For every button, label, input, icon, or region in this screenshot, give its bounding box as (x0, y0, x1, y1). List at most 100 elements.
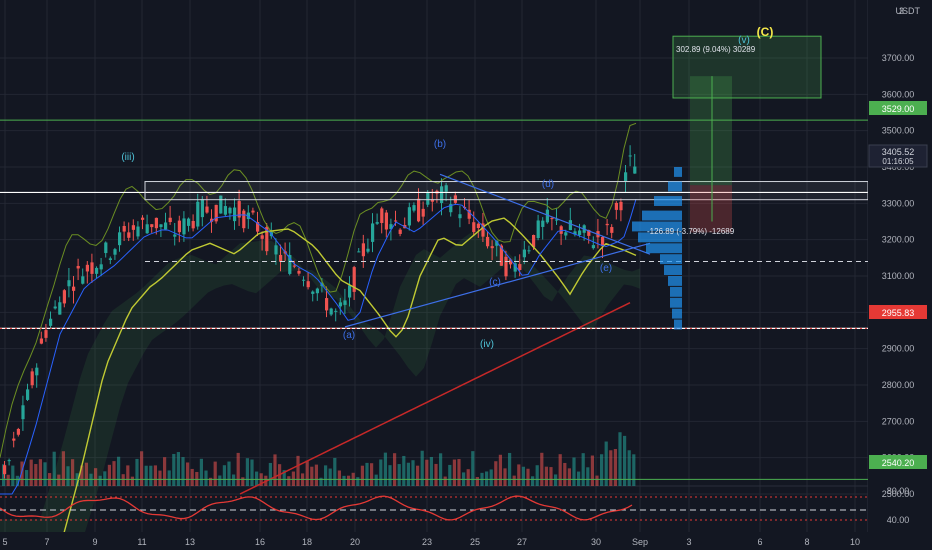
candle-body[interactable] (555, 219, 559, 221)
candle-body[interactable] (421, 208, 425, 217)
candle-body[interactable] (279, 254, 283, 262)
candle-body[interactable] (573, 231, 577, 235)
range-box[interactable] (144, 181, 869, 201)
candle-body[interactable] (12, 438, 16, 441)
target-box[interactable] (672, 35, 822, 99)
candle-body[interactable] (131, 225, 135, 230)
candle-body[interactable] (610, 227, 614, 233)
candle-body[interactable] (591, 245, 595, 249)
candle-body[interactable] (398, 229, 402, 234)
candle-body[interactable] (26, 389, 30, 400)
candle-body[interactable] (187, 218, 191, 226)
candle-body[interactable] (297, 270, 301, 274)
wave-labels[interactable]: (iii) (iv) (v) (C) (a) (b) (c) (d) (e) 3… (121, 25, 773, 350)
candle-body[interactable] (453, 195, 457, 203)
candle-body[interactable] (334, 310, 338, 312)
wave-iii-label[interactable]: (iii) (121, 152, 134, 163)
candle-body[interactable] (251, 210, 255, 213)
candle-body[interactable] (568, 220, 572, 231)
candle-body[interactable] (504, 256, 508, 277)
candle-body[interactable] (587, 230, 591, 236)
candle-body[interactable] (127, 232, 131, 238)
candle-body[interactable] (76, 265, 80, 269)
price-axis[interactable]: USDT 3 3700.003600.003500.003400.003300.… (868, 0, 932, 550)
candle-body[interactable] (430, 199, 434, 202)
candle-body[interactable] (150, 224, 154, 228)
candle-body[interactable] (472, 222, 476, 232)
candle-body[interactable] (476, 223, 480, 228)
time-axis[interactable]: 5 7 9 11 13 16 18 20 23 25 27 30 Sep 3 6 8 10 (0, 532, 868, 550)
projection-profit-zone[interactable] (690, 76, 732, 186)
projection-loss-zone[interactable] (690, 185, 732, 233)
candle-body[interactable] (154, 217, 158, 229)
candle-body[interactable] (509, 259, 513, 265)
candle-body[interactable] (578, 230, 582, 236)
candle-body[interactable] (490, 246, 494, 249)
candle-body[interactable] (628, 155, 632, 157)
candle-body[interactable] (559, 226, 563, 234)
candle-body[interactable] (536, 220, 540, 238)
candle-body[interactable] (541, 220, 545, 227)
candle-body[interactable] (614, 202, 618, 210)
candle-body[interactable] (361, 243, 365, 257)
candle-body[interactable] (95, 267, 99, 274)
candle-body[interactable] (518, 264, 522, 270)
candle-body[interactable] (389, 224, 393, 230)
candle-body[interactable] (343, 300, 347, 305)
candle-body[interactable] (412, 205, 416, 211)
candle-body[interactable] (467, 209, 471, 219)
candle-body[interactable] (81, 276, 85, 284)
candle-body[interactable] (371, 223, 375, 242)
wave-iv-label[interactable]: (iv) (480, 339, 494, 350)
candle-body[interactable] (233, 207, 237, 222)
candle-body[interactable] (108, 258, 112, 260)
candle-body[interactable] (210, 218, 214, 222)
candle-body[interactable] (380, 208, 384, 223)
candle-body[interactable] (513, 263, 517, 272)
candle-body[interactable] (223, 206, 227, 215)
candle-body[interactable] (605, 223, 609, 226)
candle-body[interactable] (30, 371, 34, 386)
candle-body[interactable] (113, 249, 117, 255)
candle-body[interactable] (481, 223, 485, 237)
candle-body[interactable] (440, 186, 444, 203)
triangle-upper-trendline[interactable] (439, 173, 651, 255)
candle-body[interactable] (449, 204, 453, 213)
candle-body[interactable] (228, 207, 232, 214)
candle-body[interactable] (527, 250, 531, 252)
drawing-overlays[interactable] (0, 35, 869, 550)
candle-body[interactable] (196, 201, 200, 227)
candle-body[interactable] (458, 214, 462, 219)
candle-body[interactable] (292, 265, 296, 267)
candle-body[interactable] (3, 465, 7, 475)
candle-body[interactable] (136, 226, 140, 237)
candle-body[interactable] (104, 242, 108, 254)
candle-body[interactable] (191, 220, 195, 229)
wave-c-label[interactable]: (c) (489, 277, 501, 288)
candle-body[interactable] (200, 199, 204, 218)
candle-body[interactable] (338, 302, 342, 307)
candle-body[interactable] (205, 206, 209, 213)
candle-body[interactable] (522, 249, 526, 258)
candle-body[interactable] (633, 166, 637, 174)
candle-body[interactable] (444, 185, 448, 192)
candle-body[interactable] (499, 245, 503, 266)
candle-body[interactable] (141, 217, 145, 220)
candle-body[interactable] (352, 267, 356, 292)
candle-body[interactable] (274, 245, 278, 255)
candle-body[interactable] (62, 290, 66, 304)
candle-body[interactable] (7, 460, 11, 462)
candle-body[interactable] (384, 212, 388, 230)
candle-body[interactable] (366, 248, 370, 252)
candle-body[interactable] (99, 264, 103, 270)
candle-body[interactable] (21, 405, 25, 420)
candle-body[interactable] (545, 209, 549, 223)
candle-body[interactable] (564, 232, 568, 236)
candle-body[interactable] (325, 298, 329, 311)
wave-C-label[interactable]: (C) (757, 25, 774, 39)
candle-body[interactable] (302, 279, 306, 281)
candle-body[interactable] (357, 251, 361, 253)
candle-body[interactable] (177, 220, 181, 233)
candle-body[interactable] (417, 198, 421, 222)
